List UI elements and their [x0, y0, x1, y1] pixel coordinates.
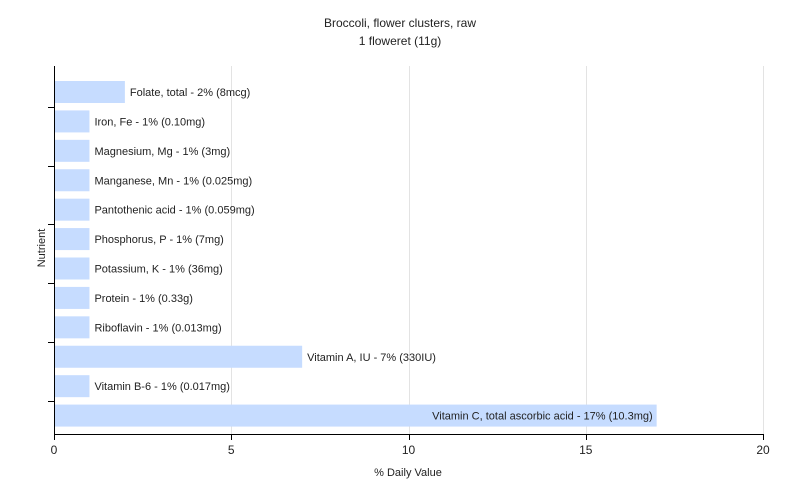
bar-9	[55, 345, 303, 368]
bars: Folate, total - 2% (8mcg) Iron, Fe - 1% (…	[55, 81, 657, 427]
bar-label-6: Potassium, K - 1% (36mg)	[94, 264, 222, 276]
bar-label-5: Phosphorus, P - 1% (7mg)	[94, 234, 223, 246]
bar-5	[55, 228, 90, 251]
x-tick-label-4: 20	[756, 443, 770, 457]
y-axis-title: Nutrient	[36, 229, 48, 268]
bar-label-8: Riboflavin - 1% (0.013mg)	[94, 322, 221, 334]
axes: 0 5 10 15 20	[48, 66, 770, 457]
bar-label-4: Pantothenic acid - 1% (0.059mg)	[94, 205, 254, 217]
bar-0	[55, 81, 125, 103]
bar-1	[55, 110, 90, 133]
chart-title: Broccoli, flower clusters, raw	[324, 16, 476, 30]
bar-10	[55, 375, 90, 398]
bar-label-2: Magnesium, Mg - 1% (3mg)	[94, 146, 230, 158]
bar-11	[55, 404, 657, 427]
x-tick-label-2: 10	[402, 443, 416, 457]
bar-label-3: Manganese, Mn - 1% (0.025mg)	[94, 175, 252, 187]
bar-label-10: Vitamin B-6 - 1% (0.017mg)	[94, 381, 230, 393]
x-tick-label-3: 15	[579, 443, 593, 457]
bar-2	[55, 139, 90, 162]
x-tick-label-1: 5	[228, 443, 235, 457]
bar-4	[55, 198, 90, 221]
bar-label-9: Vitamin A, IU - 7% (330IU)	[307, 352, 436, 364]
bar-label-0: Folate, total - 2% (8mcg)	[130, 87, 250, 99]
bar-3	[55, 169, 90, 192]
bar-label-11: Vitamin C, total ascorbic acid - 17% (10…	[432, 411, 653, 423]
bar-label-1: Iron, Fe - 1% (0.10mg)	[94, 116, 205, 128]
bar-8	[55, 316, 90, 339]
x-axis-title: % Daily Value	[374, 467, 442, 479]
bar-7	[55, 286, 90, 309]
grid-lines	[231, 66, 764, 434]
chart-subtitle: 1 floweret (11g)	[359, 34, 441, 48]
bar-label-7: Protein - 1% (0.33g)	[94, 293, 192, 305]
x-tick-label-0: 0	[51, 443, 58, 457]
bar-6	[55, 257, 90, 280]
